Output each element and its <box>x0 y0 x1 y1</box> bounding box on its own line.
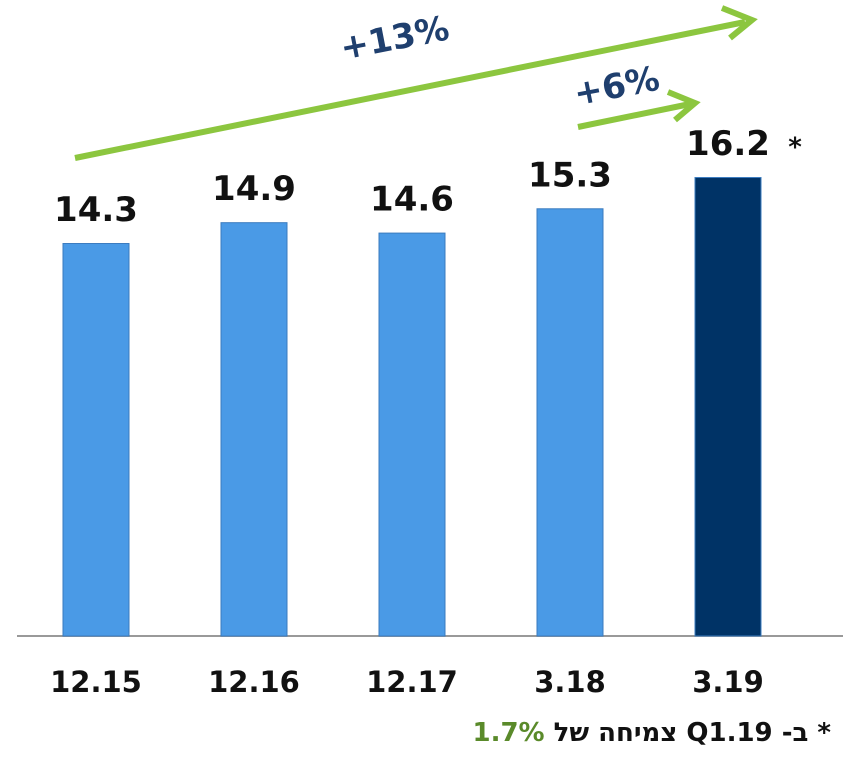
x-tick-label: 12.17 <box>366 665 458 699</box>
marker: * <box>788 133 802 163</box>
growth-arrow <box>74 19 746 161</box>
x-tick-label: 3.18 <box>534 665 606 699</box>
footnote: * ב- Q1.19 צמיחה של 1.7% <box>472 718 831 748</box>
bar <box>378 232 446 637</box>
bar <box>62 243 130 637</box>
value-label: 14.3 <box>54 190 138 230</box>
growth-label: +6% <box>571 59 663 115</box>
x-tick-label: 12.15 <box>50 665 142 699</box>
arrow-head <box>666 89 701 123</box>
value-label: 15.3 <box>528 155 612 195</box>
footnote-text: * ב- Q1.19 צמיחה של <box>553 718 831 748</box>
x-tick-label: 12.16 <box>208 665 300 699</box>
arrow-head <box>720 5 758 41</box>
x-tick-label: 3.19 <box>692 665 764 699</box>
growth-arrow <box>577 101 691 130</box>
growth-label: +13% <box>337 8 452 68</box>
footnote-highlight: 1.7% <box>472 718 545 748</box>
chart: +13% +6% * 12.15 14.3 12.16 14.9 12.17 14.6 3.… <box>17 5 843 699</box>
value-label: 14.6 <box>370 180 454 220</box>
bar <box>694 177 762 637</box>
value-label: 14.9 <box>212 169 296 209</box>
bar <box>220 222 288 637</box>
bar <box>536 208 604 637</box>
value-label: 16.2 <box>686 124 770 164</box>
